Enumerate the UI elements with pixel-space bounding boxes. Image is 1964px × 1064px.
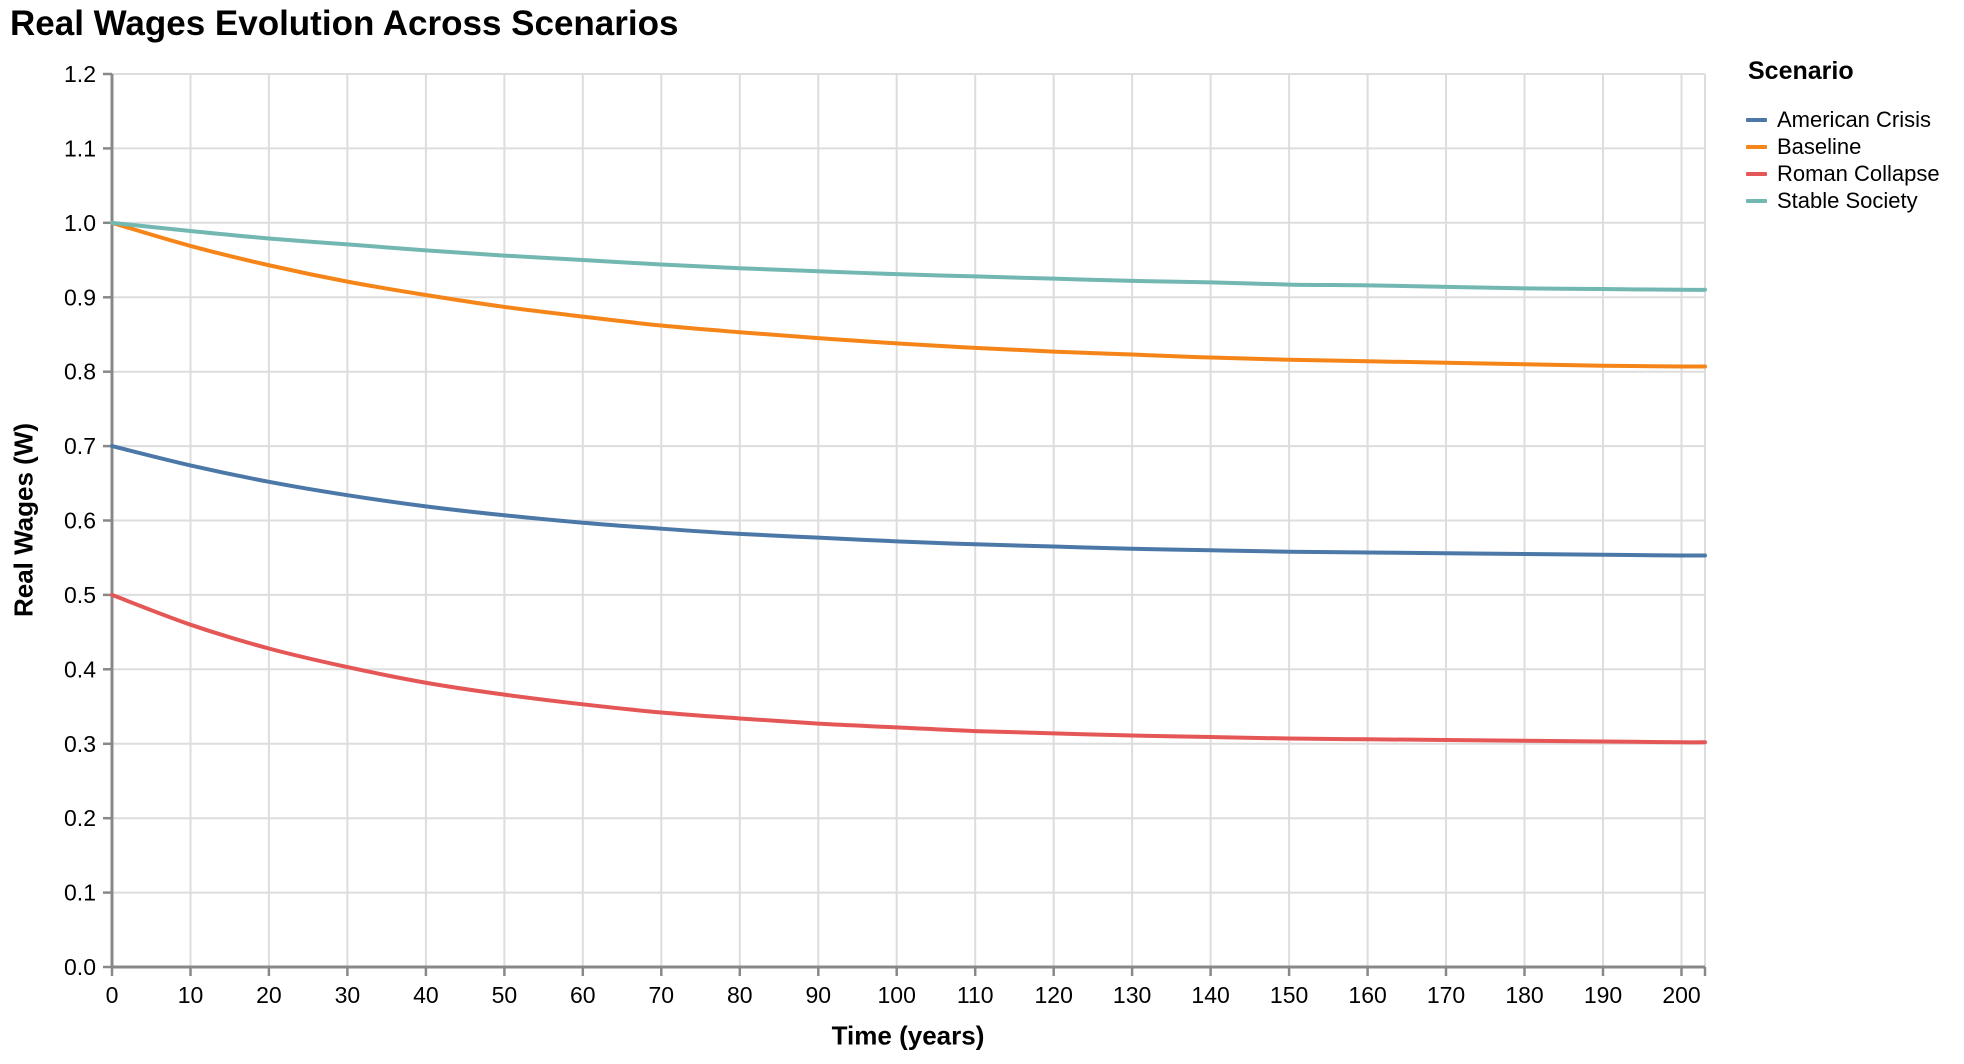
x-tick-label: 140 bbox=[1191, 982, 1229, 1008]
legend-item-label: Roman Collapse bbox=[1777, 160, 1940, 186]
legend-items: American Crisis Baseline Roman Collapse Sta… bbox=[1746, 106, 1940, 214]
x-tick-label: 70 bbox=[649, 982, 675, 1008]
legend-swatch bbox=[1746, 117, 1767, 122]
y-tick-label: 0.2 bbox=[64, 805, 96, 831]
x-tick-label: 180 bbox=[1505, 982, 1543, 1008]
legend-item-label: American Crisis bbox=[1777, 106, 1932, 132]
series-line-stable-society bbox=[110, 220, 1707, 292]
legend-swatch bbox=[1746, 198, 1767, 203]
x-tick-label: 60 bbox=[570, 982, 596, 1008]
x-tick-label: 80 bbox=[727, 982, 753, 1008]
x-axis-title: Time (years) bbox=[831, 1020, 985, 1051]
x-tick-label: 110 bbox=[957, 982, 994, 1008]
y-tick-label: 1.2 bbox=[64, 61, 96, 87]
x-tick-label: 170 bbox=[1427, 982, 1465, 1008]
legend-swatch bbox=[1746, 171, 1767, 176]
legend-item-stable-society: Stable Society bbox=[1746, 187, 1940, 214]
legend-item-baseline: Baseline bbox=[1746, 133, 1940, 160]
y-tick-label: 0.5 bbox=[64, 582, 96, 608]
x-tick-label: 50 bbox=[492, 982, 518, 1008]
y-tick-label: 0.0 bbox=[64, 954, 96, 980]
y-tick-label: 0.6 bbox=[64, 508, 96, 534]
x-tick-label: 30 bbox=[335, 982, 361, 1008]
x-tick-label: 190 bbox=[1584, 982, 1622, 1008]
y-tick-label: 0.3 bbox=[64, 731, 96, 757]
x-tick-label: 120 bbox=[1035, 982, 1073, 1008]
x-tick-label: 90 bbox=[806, 982, 832, 1008]
legend-swatch bbox=[1746, 144, 1767, 149]
series-line-american-crisis bbox=[110, 444, 1707, 558]
y-tick-label: 0.8 bbox=[64, 359, 96, 385]
series-line-baseline bbox=[110, 220, 1707, 369]
legend-item-american-crisis: American Crisis bbox=[1746, 106, 1940, 133]
x-tick-label: 100 bbox=[878, 982, 916, 1008]
legend-item-label: Stable Society bbox=[1777, 187, 1918, 213]
legend-item-label: Baseline bbox=[1777, 133, 1862, 159]
legend-title: Scenario bbox=[1748, 57, 1854, 85]
y-tick-label: 1.0 bbox=[64, 210, 96, 236]
x-tick-label: 160 bbox=[1348, 982, 1386, 1008]
x-tick-label: 40 bbox=[413, 982, 439, 1008]
y-tick-label: 0.7 bbox=[64, 433, 96, 459]
legend-item-roman-collapse: Roman Collapse bbox=[1746, 160, 1940, 187]
chart-title: Real Wages Evolution Across Scenarios bbox=[10, 4, 679, 43]
x-tick-label: 130 bbox=[1113, 982, 1151, 1008]
x-tick-label: 200 bbox=[1662, 982, 1700, 1008]
y-tick-label: 0.9 bbox=[64, 284, 96, 310]
legend: Scenario American Crisis Baseline Roman Co… bbox=[1746, 56, 1940, 214]
x-tick-label: 150 bbox=[1270, 982, 1308, 1008]
x-tick-label: 20 bbox=[256, 982, 282, 1008]
series-line-roman-collapse bbox=[110, 592, 1707, 745]
y-tick-label: 0.1 bbox=[64, 880, 96, 906]
x-tick-label: 0 bbox=[106, 982, 119, 1008]
y-tick-label: 1.1 bbox=[64, 135, 96, 161]
y-tick-label: 0.4 bbox=[64, 656, 96, 682]
x-tick-label: 10 bbox=[178, 982, 204, 1008]
